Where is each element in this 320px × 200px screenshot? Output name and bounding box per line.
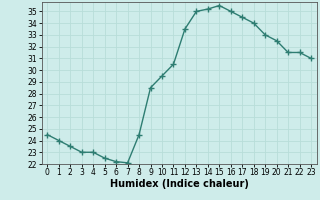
X-axis label: Humidex (Indice chaleur): Humidex (Indice chaleur) <box>110 179 249 189</box>
